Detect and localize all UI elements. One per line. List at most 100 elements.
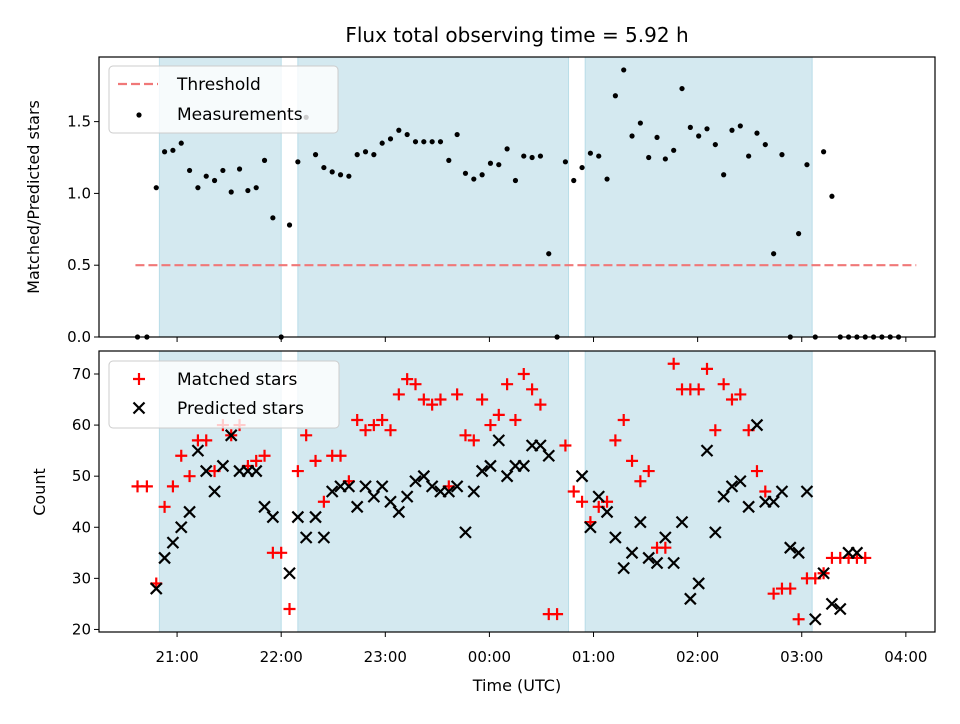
matched-star-point bbox=[417, 393, 430, 406]
measurement-point bbox=[696, 133, 702, 139]
matched-star-point bbox=[617, 413, 630, 426]
legend-measurement-swatch bbox=[136, 112, 142, 118]
matched-star-point bbox=[526, 383, 539, 396]
measurement-point bbox=[211, 177, 218, 184]
matched-star-point bbox=[717, 378, 730, 391]
y-tick-label: 50 bbox=[72, 467, 91, 485]
measurement-point bbox=[487, 160, 494, 166]
matched-star-point bbox=[567, 485, 580, 498]
observing-window-span bbox=[584, 350, 813, 633]
measurement-point bbox=[261, 157, 268, 163]
measurement-point bbox=[286, 222, 293, 228]
measurement-point bbox=[245, 187, 251, 194]
predicted-star-point bbox=[291, 510, 305, 524]
matched-star-point bbox=[200, 434, 213, 447]
matched-star-point bbox=[517, 367, 530, 380]
predicted-star-point bbox=[409, 475, 422, 488]
measurement-point bbox=[396, 127, 402, 133]
chart-title: Flux total observing time = 5.92 h bbox=[345, 23, 688, 47]
measurement-point bbox=[236, 166, 243, 172]
predicted-star-point bbox=[208, 485, 221, 498]
measurement-point bbox=[270, 215, 276, 221]
matched-star-point bbox=[309, 454, 322, 467]
predicted-star-point bbox=[309, 510, 322, 524]
matched-star-point bbox=[759, 485, 772, 498]
measurement-point bbox=[546, 251, 552, 257]
matched-star-point bbox=[484, 419, 497, 432]
matched-star-point bbox=[334, 449, 347, 462]
matched-star-point bbox=[492, 408, 505, 421]
measurement-point bbox=[671, 147, 677, 153]
legend-box bbox=[108, 65, 339, 134]
observing-window-span bbox=[584, 56, 813, 338]
predicted-star-point bbox=[325, 485, 339, 498]
measurement-point bbox=[387, 136, 394, 142]
matched-star-point bbox=[367, 419, 380, 432]
predicted-star-point bbox=[575, 469, 589, 483]
y-tick-label: 0.5 bbox=[67, 256, 91, 274]
matched-star-point bbox=[659, 541, 672, 554]
predicted-star-point bbox=[625, 546, 639, 560]
measurement-point bbox=[737, 123, 743, 129]
measurement-point bbox=[762, 141, 768, 148]
top-panel: 0.0 0.5 1.0 1.5 Threshold Measurements bbox=[67, 56, 936, 346]
measurement-point bbox=[178, 140, 184, 146]
predicted-star-point bbox=[425, 480, 439, 493]
predicted-star-point bbox=[792, 546, 805, 560]
measurement-point bbox=[579, 164, 585, 171]
predicted-star-point bbox=[750, 418, 764, 432]
predicted-star-point bbox=[299, 531, 313, 544]
measurement-point bbox=[295, 159, 301, 165]
predicted-star-point bbox=[317, 531, 331, 544]
measurement-point bbox=[228, 189, 234, 195]
x-axis-label: Time (UTC) bbox=[472, 676, 561, 695]
predicted-star-point bbox=[467, 485, 481, 498]
measurement-point bbox=[412, 139, 419, 145]
measurement-point bbox=[446, 157, 452, 163]
matched-star-point bbox=[258, 449, 271, 462]
predicted-star-point bbox=[725, 480, 739, 493]
measurement-point bbox=[662, 156, 668, 162]
measurement-point bbox=[529, 154, 535, 161]
matched-star-point bbox=[401, 373, 414, 386]
predicted-star-point bbox=[266, 510, 280, 524]
matched-star-point bbox=[642, 465, 655, 478]
legend-matched-label: Matched stars bbox=[177, 370, 297, 390]
measurement-point bbox=[203, 173, 209, 179]
y-tick-label: 40 bbox=[72, 518, 91, 536]
predicted-star-point bbox=[675, 515, 689, 529]
measurement-point bbox=[512, 177, 519, 184]
matched-star-point bbox=[734, 388, 747, 401]
x-tick-label: 01:00 bbox=[572, 648, 615, 666]
x-tick-label: 21:00 bbox=[155, 648, 198, 666]
matched-star-point bbox=[426, 398, 439, 411]
predicted-star-point bbox=[484, 459, 497, 473]
matched-star-point bbox=[283, 603, 296, 616]
x-tick-label: 00:00 bbox=[468, 648, 511, 666]
measurement-point bbox=[804, 162, 810, 168]
matched-star-point bbox=[467, 434, 480, 447]
measurement-point bbox=[596, 153, 602, 159]
measurement-point bbox=[746, 153, 752, 159]
matched-star-point bbox=[250, 454, 263, 467]
predicted-star-point bbox=[609, 531, 622, 544]
x-tick-label: 23:00 bbox=[364, 648, 407, 666]
measurement-point bbox=[646, 154, 652, 161]
measurement-point bbox=[312, 152, 319, 158]
measurement-point bbox=[421, 139, 427, 145]
y-tick-label: 70 bbox=[72, 365, 91, 383]
matched-star-point bbox=[701, 362, 713, 375]
predicted-star-point bbox=[249, 464, 263, 478]
legend-threshold-label: Threshold bbox=[176, 75, 261, 95]
measurement-point bbox=[821, 149, 827, 155]
predicted-star-point bbox=[224, 429, 238, 442]
predicted-star-point bbox=[600, 505, 614, 519]
legend-box bbox=[108, 360, 340, 429]
measurement-point bbox=[371, 152, 377, 158]
predicted-star-point bbox=[642, 551, 655, 565]
predicted-star-point bbox=[667, 556, 680, 570]
observing-window-span bbox=[297, 56, 570, 338]
predicted-star-point bbox=[817, 566, 830, 580]
predicted-star-point bbox=[700, 444, 714, 457]
